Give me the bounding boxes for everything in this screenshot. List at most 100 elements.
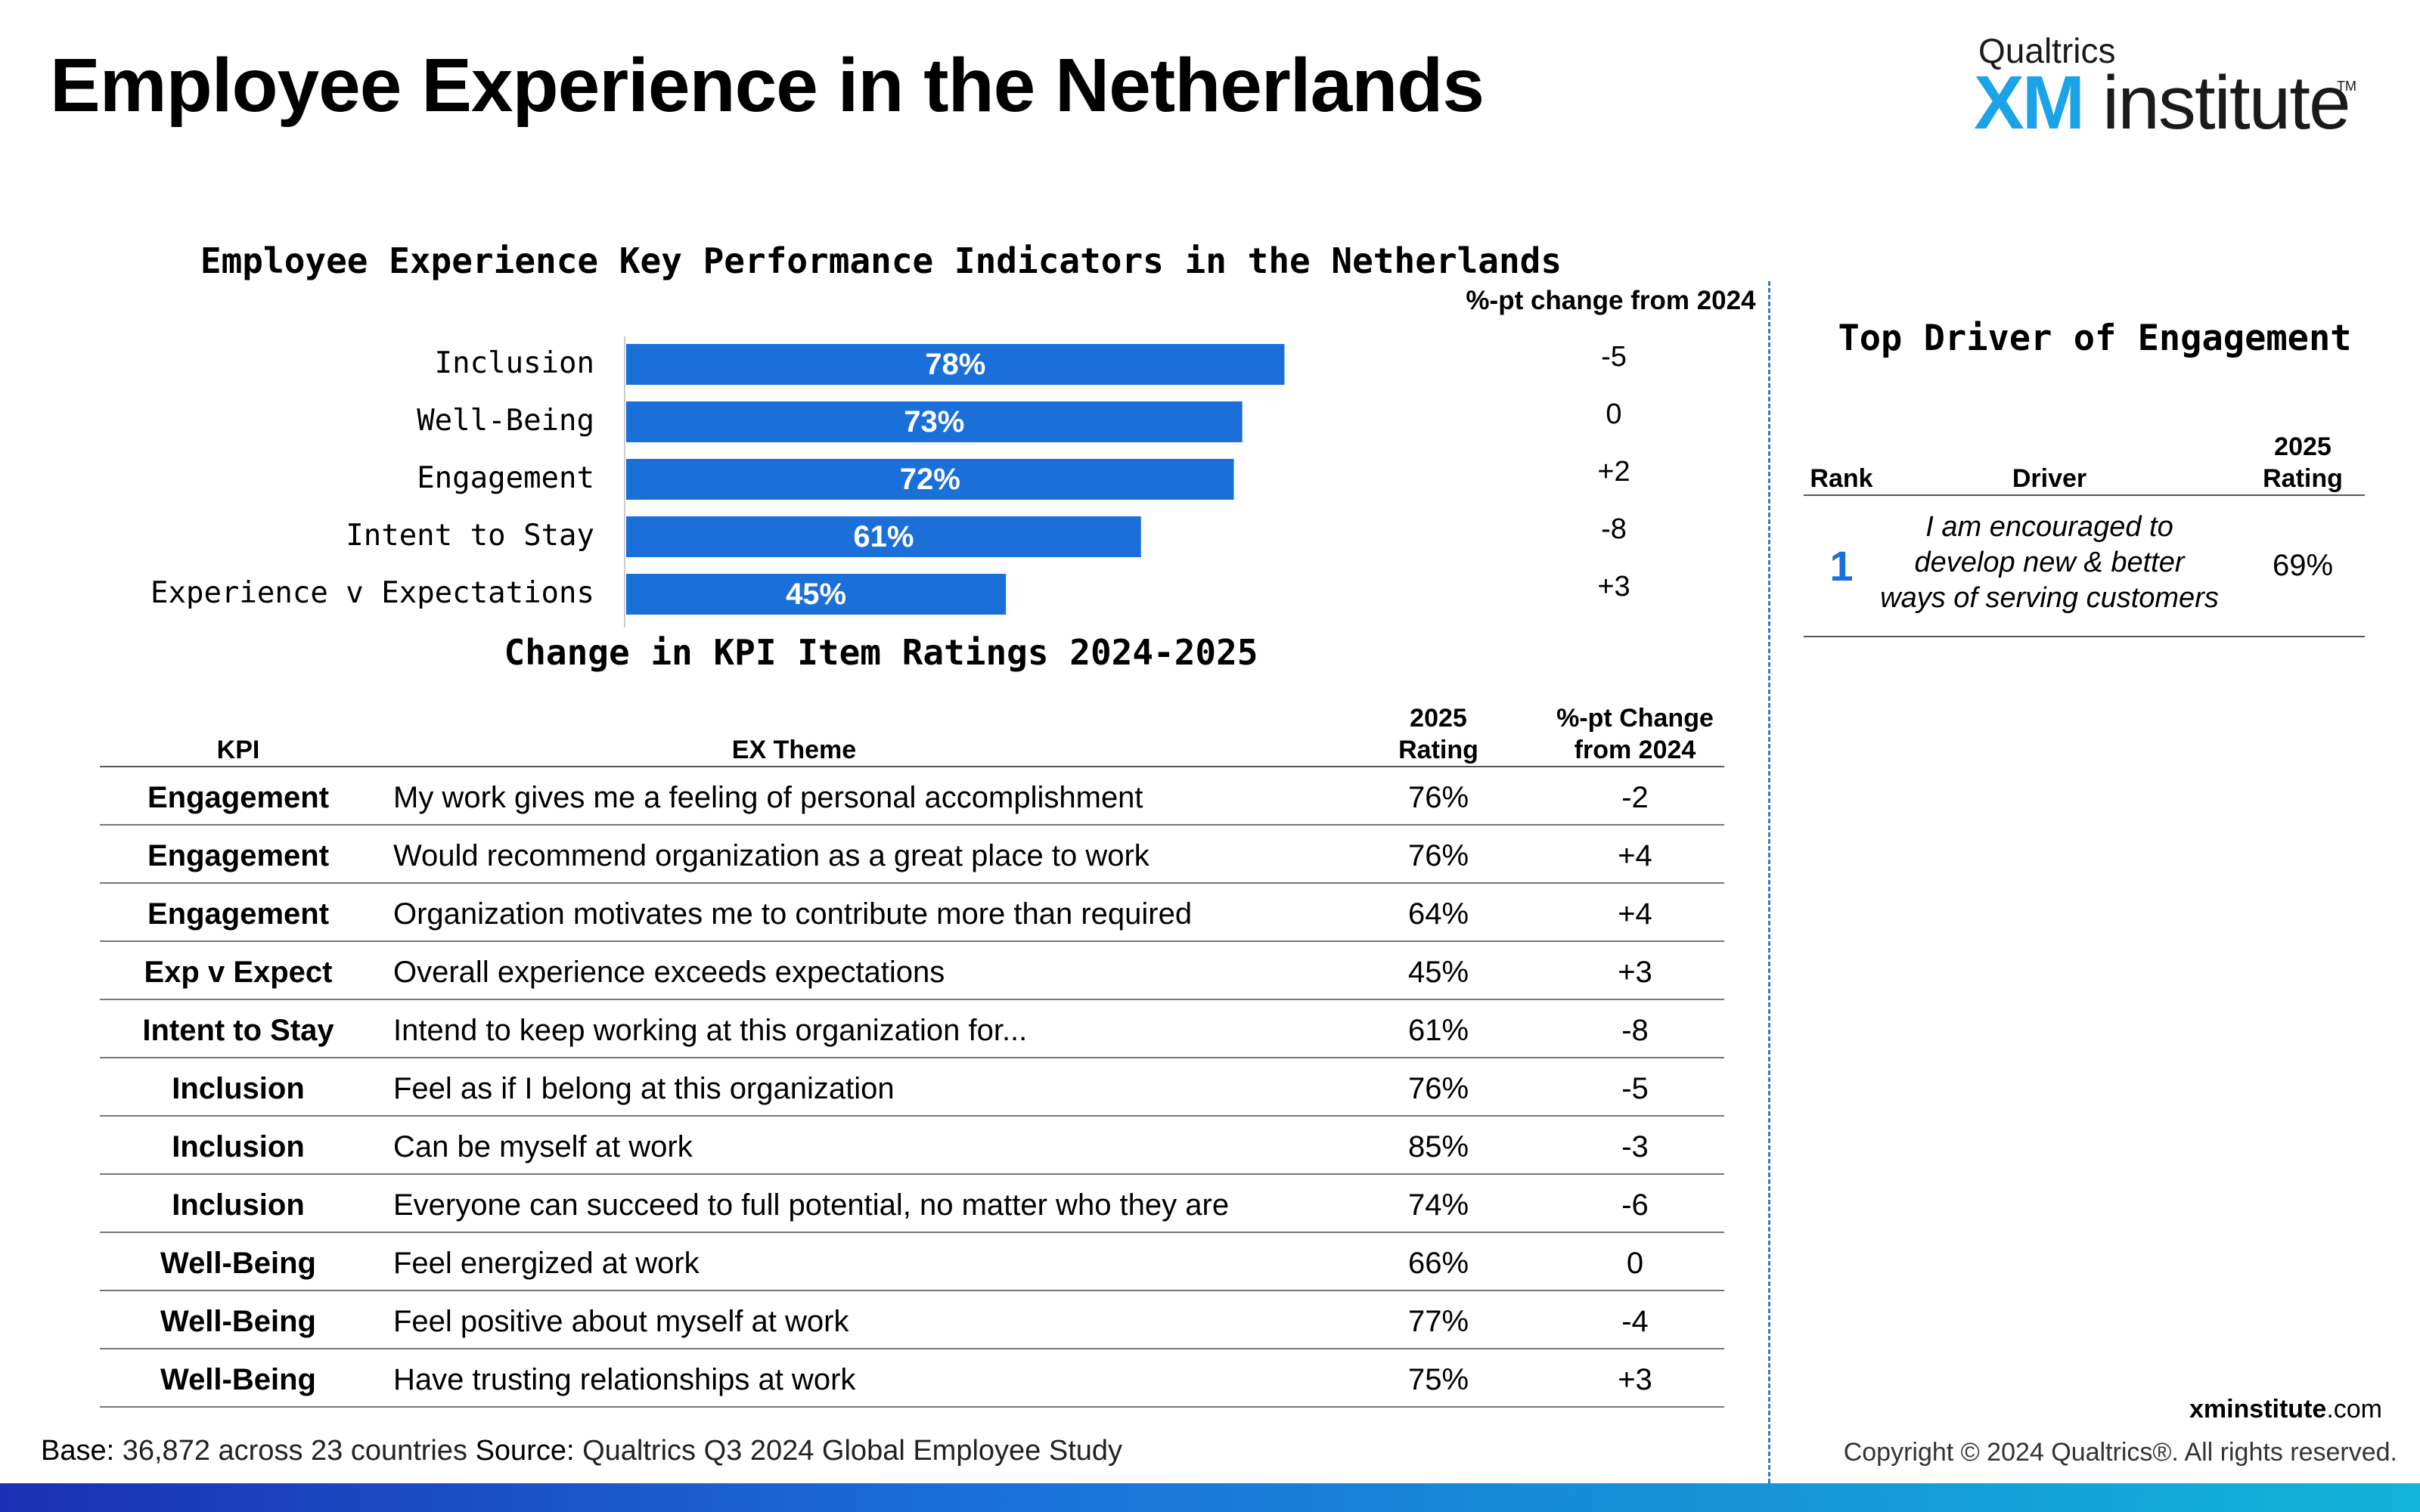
source-text: Qualtrics Q3 2024 Global Employee Study (582, 1435, 1123, 1467)
site-bold: xminstitute (2189, 1395, 2327, 1424)
category-label: Well-Being (417, 404, 594, 438)
row-kpi: Exp v Expect (144, 956, 333, 989)
row-change: -4 (1621, 1305, 1649, 1338)
row-change: 0 (1626, 1247, 1644, 1280)
driver-table-header: Rank Driver 2025 Rating (1804, 429, 2365, 496)
driver-table: Rank Driver 2025 Rating 1 I am encourage… (1804, 429, 2365, 637)
row-kpi: Intent to Stay (142, 1014, 334, 1047)
row-kpi: Inclusion (172, 1130, 305, 1163)
row-rating: 77% (1407, 1305, 1469, 1338)
change-value: -5 (1601, 341, 1627, 373)
row-rating: 74% (1407, 1188, 1469, 1222)
row-kpi: Engagement (147, 781, 330, 814)
bottom-gradient-bar (0, 1483, 2420, 1512)
row-change: +4 (1618, 897, 1652, 931)
row-rating: 45% (1407, 956, 1469, 989)
section-divider (1768, 281, 1770, 1483)
header-theme: EX Theme (731, 736, 857, 764)
header-change-line1: %-pt Change (1556, 704, 1714, 733)
change-value: +2 (1597, 456, 1630, 488)
footer-base-source: Base: 36,872 across 23 countries Source:… (41, 1435, 1122, 1467)
page-title: Employee Experience in the Netherlands (50, 43, 1485, 128)
bar (626, 344, 1285, 385)
row-kpi: Well-Being (160, 1247, 316, 1280)
table-row: Well-Being Feel energized at work 66% 0 (100, 1233, 1724, 1291)
driver-text: I am encouraged to develop new & better … (1880, 511, 2219, 614)
row-theme: Would recommend organization as a great … (393, 839, 1150, 872)
category-label: Inclusion (435, 346, 594, 380)
kpi-table-title: Change in KPI Item Ratings 2024-2025 (504, 632, 1258, 673)
change-header: %-pt change from 2024 (1466, 286, 1756, 315)
row-rating: 76% (1407, 781, 1469, 814)
bar (626, 516, 1141, 557)
footer-copyright: Copyright © 2024 Qualtrics®. All rights … (1843, 1438, 2397, 1467)
row-kpi: Engagement (147, 839, 330, 872)
row-rating: 61% (1407, 1014, 1469, 1047)
row-theme: My work gives me a feeling of personal a… (393, 781, 1143, 814)
header-change-line2: from 2024 (1574, 736, 1696, 764)
row-theme: Feel positive about myself at work (393, 1305, 849, 1338)
row-kpi: Inclusion (172, 1188, 305, 1222)
header-rating-line2: Rating (1398, 736, 1478, 764)
bar (626, 459, 1234, 500)
driver-rating: 69% (2272, 549, 2334, 582)
row-theme: Everyone can succeed to full potential, … (393, 1188, 1230, 1222)
row-change: -6 (1621, 1188, 1649, 1222)
category-label: Engagement (417, 461, 594, 495)
row-theme: Feel as if I belong at this organization (393, 1072, 895, 1105)
row-rating: 64% (1407, 897, 1469, 931)
bar-value-label: 73% (904, 405, 964, 438)
row-theme: Have trusting relationships at work (393, 1363, 856, 1396)
bar-value-label: 72% (900, 463, 960, 496)
table-row: Well-Being Have trusting relationships at… (100, 1349, 1724, 1408)
bar (626, 574, 1007, 615)
driver-rank: 1 (1829, 542, 1854, 590)
row-change: +4 (1618, 839, 1652, 872)
row-kpi: Well-Being (160, 1305, 316, 1338)
row-rating: 85% (1407, 1130, 1469, 1163)
header-driver-rating-line1: 2025 (2274, 432, 2332, 461)
change-value: -8 (1601, 513, 1627, 545)
row-rating: 76% (1407, 1072, 1469, 1105)
bar-value-label: 45% (786, 578, 846, 611)
bar (626, 401, 1243, 442)
row-change: -5 (1621, 1072, 1649, 1105)
footer-site-link[interactable]: xminstitute.com (2042, 1395, 2382, 1424)
header-driver-rating: 2025 Rating (2238, 431, 2367, 494)
header-change: %-pt Change from 2024 (1544, 702, 1726, 766)
row-rating: 75% (1407, 1363, 1469, 1396)
table-row: Intent to Stay Intend to keep working at … (100, 1000, 1724, 1058)
row-kpi: Inclusion (172, 1072, 305, 1105)
driver-title: Top Driver of Engagement (1838, 318, 2352, 359)
row-theme: Feel energized at work (393, 1247, 700, 1280)
table-header: KPI EX Theme 2025 Rating %-pt Change fro… (100, 699, 1724, 767)
row-theme: Can be myself at work (393, 1130, 693, 1163)
change-value: +3 (1597, 571, 1630, 603)
row-theme: Organization motivates me to contribute … (393, 897, 1193, 931)
row-kpi: Engagement (147, 897, 330, 931)
row-change: +3 (1618, 956, 1652, 989)
table-row: Inclusion Feel as if I belong at this org… (100, 1058, 1724, 1117)
table-row: Inclusion Everyone can succeed to full po… (100, 1175, 1724, 1233)
logo-trademark: TM (2337, 79, 2356, 94)
driver-row: 1 I am encouraged to develop new & bette… (1804, 496, 2365, 637)
table-row: Engagement Would recommend organization a… (100, 826, 1724, 884)
table-row: Inclusion Can be myself at work 85% -3 (100, 1117, 1724, 1175)
bar-value-label: 61% (853, 520, 914, 553)
header-driver-rating-line2: Rating (2263, 464, 2343, 493)
table-body: Engagement My work gives me a feeling of … (100, 767, 1724, 1408)
header-kpi: KPI (216, 736, 260, 764)
logo-institute: institute (2102, 60, 2351, 145)
category-label: Intent to Stay (346, 519, 594, 553)
header-rank: Rank (1810, 464, 1873, 493)
table-row: Engagement Organization motivates me to c… (100, 884, 1724, 942)
header-driver: Driver (2012, 464, 2087, 493)
row-rating: 66% (1407, 1247, 1469, 1280)
row-change: -8 (1621, 1014, 1649, 1047)
change-value: 0 (1606, 398, 1621, 430)
row-change: +3 (1618, 1363, 1652, 1396)
base-label: Base: (41, 1435, 115, 1467)
row-rating: 76% (1407, 839, 1469, 872)
header-rating: 2025 Rating (1378, 702, 1499, 766)
row-theme: Intend to keep working at this organizat… (393, 1014, 1028, 1047)
